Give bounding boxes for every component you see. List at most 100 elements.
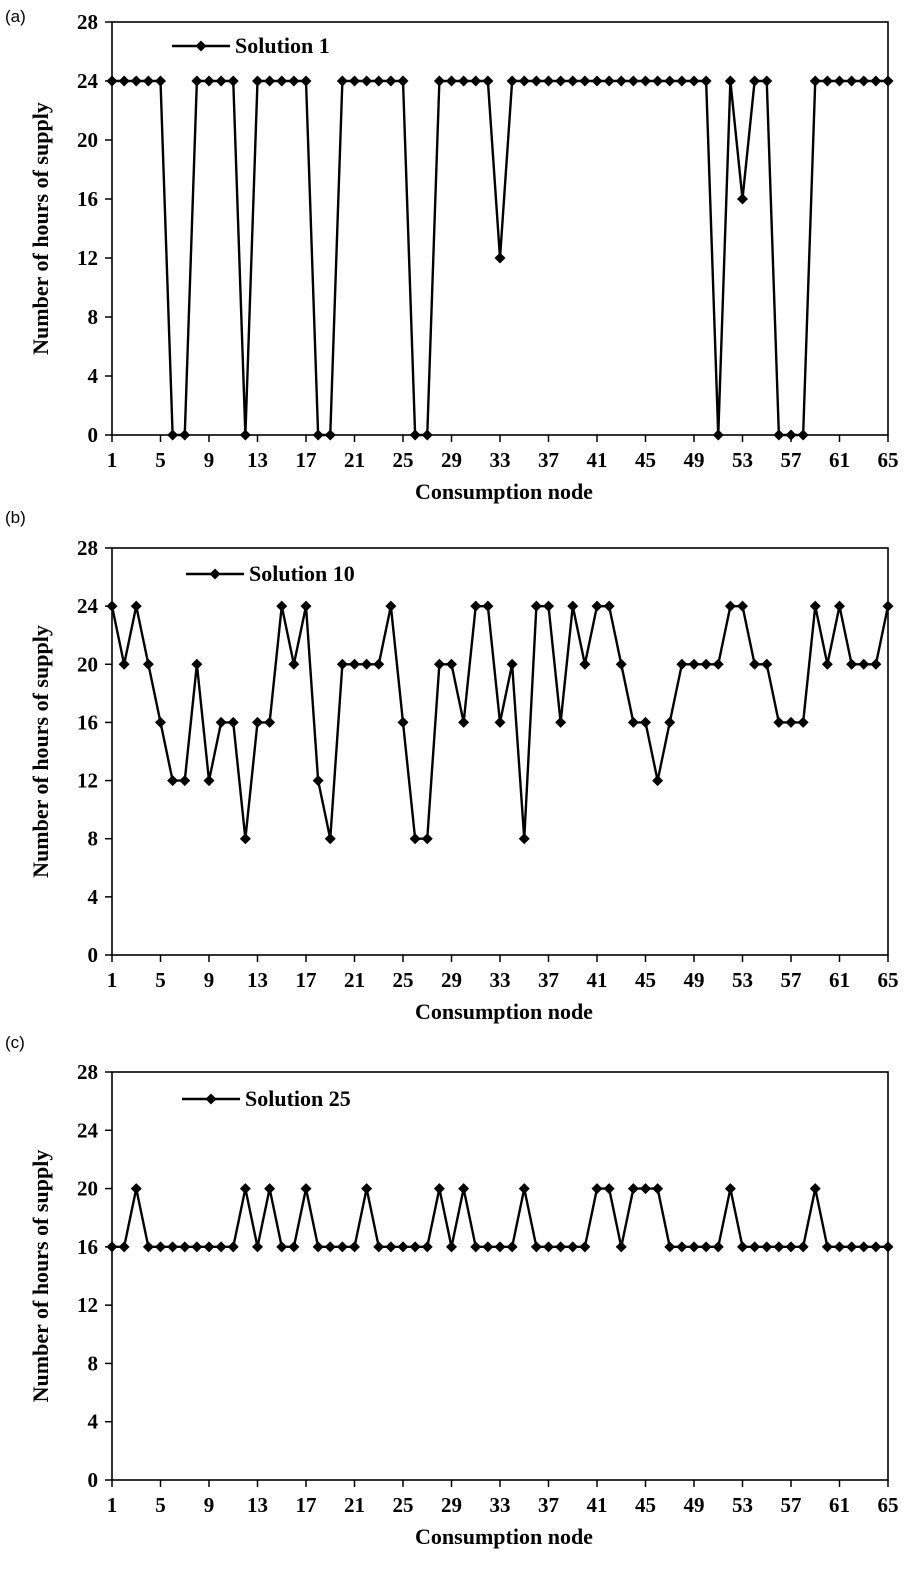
data-point: [433, 75, 445, 87]
data-point: [264, 1183, 276, 1195]
data-point: [591, 600, 603, 612]
data-point: [627, 716, 639, 728]
data-point: [191, 1241, 203, 1253]
y-tick-label: 20: [77, 128, 98, 152]
data-point: [530, 1241, 542, 1253]
panel-label: (b): [5, 508, 26, 527]
x-axis-title: Consumption node: [415, 999, 593, 1024]
x-tick-label: 21: [344, 448, 365, 472]
x-tick-label: 41: [587, 968, 608, 992]
panel-label: (c): [5, 1033, 25, 1052]
data-point: [470, 1241, 482, 1253]
data-point: [858, 658, 870, 670]
x-tick-label: 33: [490, 448, 511, 472]
data-point: [785, 716, 797, 728]
y-axis-title: Number of hours of supply: [28, 102, 53, 355]
data-point: [349, 658, 360, 670]
x-tick-label: 1: [107, 1493, 118, 1517]
x-tick-label: 9: [204, 448, 215, 472]
data-point: [155, 1241, 166, 1253]
data-point: [155, 716, 166, 728]
data-point: [215, 75, 227, 87]
data-point: [615, 1241, 627, 1253]
x-axis-title: Consumption node: [415, 479, 593, 504]
data-point: [300, 600, 312, 612]
legend: Solution 10: [186, 561, 355, 586]
data-point: [797, 429, 809, 441]
x-tick-label: 61: [829, 968, 850, 992]
data-point: [288, 658, 300, 670]
x-tick-label: 25: [393, 448, 414, 472]
y-tick-label: 28: [77, 1060, 98, 1084]
data-point: [433, 1183, 445, 1195]
data-point: [421, 1241, 433, 1253]
data-point: [482, 600, 494, 612]
data-point: [470, 600, 482, 612]
data-point: [482, 1241, 494, 1253]
x-tick-label: 5: [155, 1493, 166, 1517]
y-tick-label: 28: [77, 10, 98, 34]
data-point: [543, 1241, 554, 1253]
data-point: [627, 75, 639, 87]
data-point: [142, 1241, 154, 1253]
data-point: [640, 716, 651, 728]
data-point: [397, 1241, 409, 1253]
data-point: [821, 658, 833, 670]
y-tick-label: 12: [77, 246, 98, 270]
data-point: [555, 1241, 567, 1253]
data-point: [506, 75, 518, 87]
data-point: [518, 75, 530, 87]
x-tick-label: 17: [296, 448, 317, 472]
data-point: [579, 75, 591, 87]
data-point: [239, 833, 251, 845]
data-point: [627, 1183, 639, 1195]
data-point: [227, 716, 239, 728]
x-tick-label: 61: [829, 448, 850, 472]
x-tick-label: 61: [829, 1493, 850, 1517]
data-point: [530, 600, 542, 612]
data-point: [858, 1241, 870, 1253]
plot-area-frame: [111, 1071, 889, 1481]
data-point: [543, 600, 554, 612]
legend-marker: [195, 40, 207, 52]
data-point: [591, 75, 603, 87]
x-tick-label: 5: [155, 968, 166, 992]
data-point: [276, 600, 288, 612]
data-point: [870, 1241, 882, 1253]
data-point: [215, 1241, 227, 1253]
data-point: [567, 600, 579, 612]
data-point: [130, 75, 142, 87]
data-point: [530, 75, 542, 87]
x-tick-label: 57: [781, 1493, 802, 1517]
panel-label: (a): [5, 7, 26, 26]
x-tick-label: 13: [247, 968, 268, 992]
data-point: [846, 75, 858, 87]
data-point: [603, 75, 615, 87]
data-point: [518, 833, 530, 845]
data-point: [142, 75, 154, 87]
data-point: [652, 1183, 664, 1195]
data-point: [737, 193, 748, 205]
data-point: [203, 75, 215, 87]
data-point: [834, 1241, 845, 1253]
data-point: [324, 833, 336, 845]
x-tick-label: 33: [490, 968, 511, 992]
x-tick-label: 37: [538, 448, 559, 472]
x-tick-label: 49: [684, 448, 705, 472]
x-tick-label: 57: [781, 448, 802, 472]
data-point: [724, 600, 736, 612]
data-point: [882, 1241, 894, 1253]
x-axis-title: Consumption node: [415, 1524, 593, 1549]
y-tick-label: 0: [88, 943, 99, 967]
data-point: [239, 429, 251, 441]
data-point: [373, 658, 385, 670]
x-tick-label: 21: [344, 968, 365, 992]
data-point: [397, 716, 409, 728]
y-axis-title: Number of hours of supply: [28, 625, 53, 878]
x-tick-label: 5: [155, 448, 166, 472]
data-point: [543, 75, 554, 87]
data-point: [167, 1241, 179, 1253]
data-point: [603, 1183, 615, 1195]
y-tick-label: 4: [88, 1410, 99, 1434]
